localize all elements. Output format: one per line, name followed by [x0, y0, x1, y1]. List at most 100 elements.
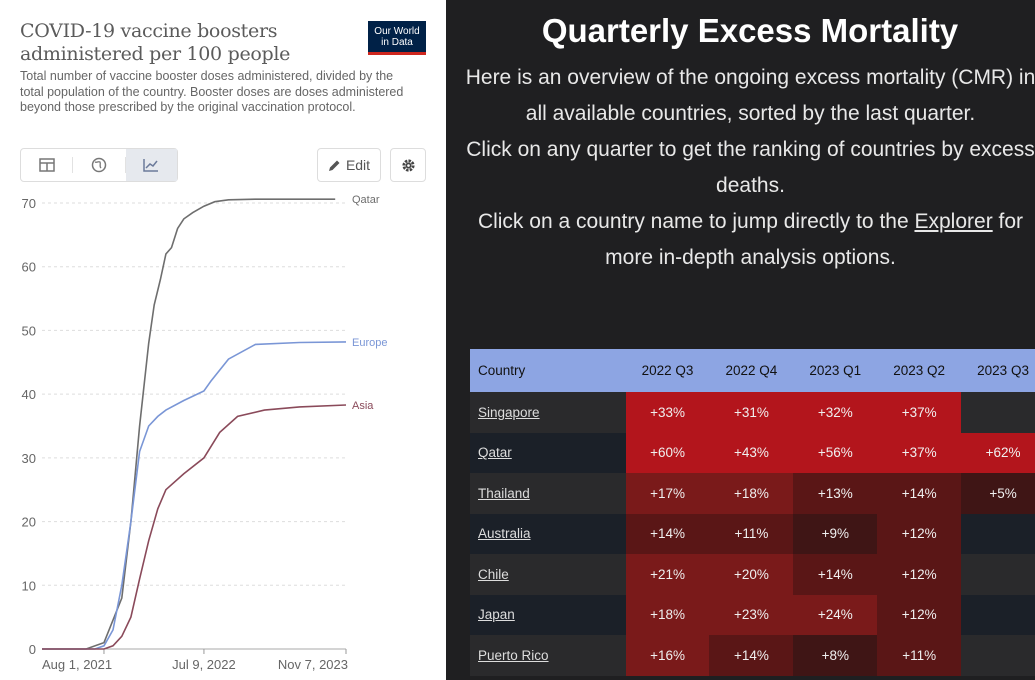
- tab-map[interactable]: [73, 149, 124, 181]
- country-link[interactable]: Puerto Rico: [470, 635, 626, 676]
- excess-value-cell: +20%: [709, 554, 794, 595]
- table-row: Japan +18% +23% +24% +12%: [470, 594, 1035, 635]
- excess-value-cell: +14%: [709, 635, 794, 676]
- owid-chart-panel: COVID-19 vaccine boosters administered p…: [0, 0, 446, 680]
- explorer-link[interactable]: Explorer: [914, 210, 993, 233]
- excess-value-cell: +14%: [793, 554, 878, 595]
- excess-value-cell: +12%: [877, 554, 962, 595]
- excess-value-cell: +37%: [877, 432, 962, 473]
- y-tick-label: 0: [29, 642, 36, 657]
- column-header-quarter[interactable]: 2023 Q1: [793, 349, 878, 392]
- edit-button[interactable]: Edit: [317, 148, 381, 182]
- table-header-row: Country 2022 Q3 2022 Q4 2023 Q1 2023 Q2 2023 …: [470, 349, 1035, 392]
- excess-value-cell: +37%: [877, 392, 962, 433]
- table-body: Singapore +33% +31% +32% +37% Qatar +60% +43% +5…: [470, 392, 1035, 676]
- table-row: Puerto Rico +16% +14% +8% +11%: [470, 635, 1035, 676]
- excess-value-cell: +12%: [877, 513, 962, 554]
- excess-value-cell: +14%: [625, 513, 710, 554]
- globe-icon: [91, 157, 107, 173]
- x-tick-label: Nov 7, 2023: [278, 657, 348, 672]
- country-link[interactable]: Singapore: [470, 392, 626, 433]
- intro-paragraph-3: Click on a country name to jump directly…: [456, 204, 1035, 276]
- line-chart: 0 10 20 30 40 50 60 70 Aug 1, 2021 Jul 9, 2022 Nov…: [22, 194, 388, 672]
- series-label-europe: Europe: [352, 337, 387, 349]
- tab-divider: [72, 157, 74, 173]
- table-row: Chile +21% +20% +14% +12%: [470, 554, 1035, 595]
- y-tick-label: 40: [22, 387, 36, 402]
- country-link[interactable]: Thailand: [470, 473, 626, 514]
- excess-mortality-panel: Quarterly Excess Mortality Here is an ov…: [446, 0, 1035, 680]
- intro-text: Here is an overview of the ongoing exces…: [456, 60, 1035, 276]
- intro-paragraph-1: Here is an overview of the ongoing exces…: [465, 66, 1035, 125]
- excess-value-cell: +9%: [793, 513, 878, 554]
- view-tabs: [20, 148, 178, 182]
- series-line-qatar: [42, 198, 336, 650]
- excess-value-cell: +33%: [625, 392, 710, 433]
- gear-icon: [401, 158, 415, 172]
- column-header-quarter[interactable]: 2023 Q2: [877, 349, 962, 392]
- series-label-asia: Asia: [352, 400, 374, 412]
- table-row: Thailand +17% +18% +13% +14% +5%: [470, 473, 1035, 514]
- excess-value-cell: +8%: [793, 635, 878, 676]
- excess-value-cell: +16%: [625, 635, 710, 676]
- edit-button-label: Edit: [345, 157, 371, 173]
- excess-value-cell: +12%: [877, 594, 962, 635]
- excess-value-cell: +56%: [793, 432, 878, 473]
- excess-value-cell: +17%: [625, 473, 710, 514]
- excess-value-cell: +11%: [709, 513, 794, 554]
- excess-value-cell: +13%: [793, 473, 878, 514]
- column-header-quarter[interactable]: 2022 Q3: [625, 349, 710, 392]
- excess-value-cell: [961, 513, 1035, 554]
- excess-value-cell: +18%: [625, 594, 710, 635]
- tab-divider: [124, 157, 126, 173]
- table-row: Qatar +60% +43% +56% +37% +62%: [470, 432, 1035, 473]
- x-tick-label: Jul 9, 2022: [172, 657, 236, 672]
- intro-paragraph-2: Click on any quarter to get the ranking …: [466, 138, 1035, 197]
- tab-table[interactable]: [21, 149, 72, 181]
- y-tick-label: 60: [22, 260, 36, 275]
- y-tick-label: 50: [22, 323, 36, 338]
- owid-logo[interactable]: Our World in Data: [368, 21, 426, 55]
- excess-value-cell: +60%: [625, 432, 710, 473]
- country-link[interactable]: Australia: [470, 513, 626, 554]
- page-title: Quarterly Excess Mortality: [541, 12, 959, 49]
- excess-value-cell: +23%: [709, 594, 794, 635]
- excess-value-cell: +11%: [877, 635, 962, 676]
- intro-paragraph-3-start: Click on a country name to jump directly…: [477, 210, 909, 233]
- y-tick-label: 70: [22, 196, 36, 211]
- x-tick-label: Aug 1, 2021: [42, 657, 112, 672]
- mortality-table-wrapper: Country 2022 Q3 2022 Q4 2023 Q1 2023 Q2 2023 …: [470, 349, 1035, 676]
- logo-line-2: in Data: [381, 36, 413, 48]
- chart-title: COVID-19 vaccine boosters administered p…: [20, 20, 291, 65]
- intro-paragraph-3-end: for more in-depth analysis options.: [605, 210, 1024, 269]
- tab-chart[interactable]: [125, 149, 177, 181]
- settings-button[interactable]: [390, 148, 426, 182]
- excess-value-cell: [961, 635, 1035, 676]
- column-header-quarter[interactable]: 2023 Q3: [961, 349, 1035, 392]
- country-link[interactable]: Qatar: [470, 432, 626, 473]
- column-header-quarter[interactable]: 2022 Q4: [709, 349, 794, 392]
- excess-value-cell: [961, 392, 1035, 433]
- excess-value-cell: +31%: [709, 392, 794, 433]
- logo-line-1: Our World: [374, 25, 420, 37]
- country-link[interactable]: Chile: [470, 554, 626, 595]
- series-line-asia: [42, 404, 347, 650]
- excess-value-cell: +62%: [961, 432, 1035, 473]
- excess-value-cell: [961, 594, 1035, 635]
- excess-value-cell: +5%: [961, 473, 1035, 514]
- excess-value-cell: +43%: [709, 432, 794, 473]
- chart-subtitle: Total number of vaccine booster doses ad…: [20, 69, 404, 114]
- column-header-country[interactable]: Country: [470, 349, 626, 392]
- excess-value-cell: +32%: [793, 392, 878, 433]
- y-tick-label: 30: [22, 451, 36, 466]
- excess-value-cell: [961, 554, 1035, 595]
- excess-value-cell: +24%: [793, 594, 878, 635]
- y-tick-label: 20: [22, 515, 36, 530]
- excess-value-cell: +14%: [877, 473, 962, 514]
- table-row: Australia +14% +11% +9% +12%: [470, 513, 1035, 554]
- series-line-europe: [42, 341, 347, 650]
- country-link[interactable]: Japan: [470, 594, 626, 635]
- table-row: Singapore +33% +31% +32% +37%: [470, 392, 1035, 433]
- mortality-table: Country 2022 Q3 2022 Q4 2023 Q1 2023 Q2 2023 …: [470, 349, 1035, 676]
- pencil-icon: [328, 160, 340, 171]
